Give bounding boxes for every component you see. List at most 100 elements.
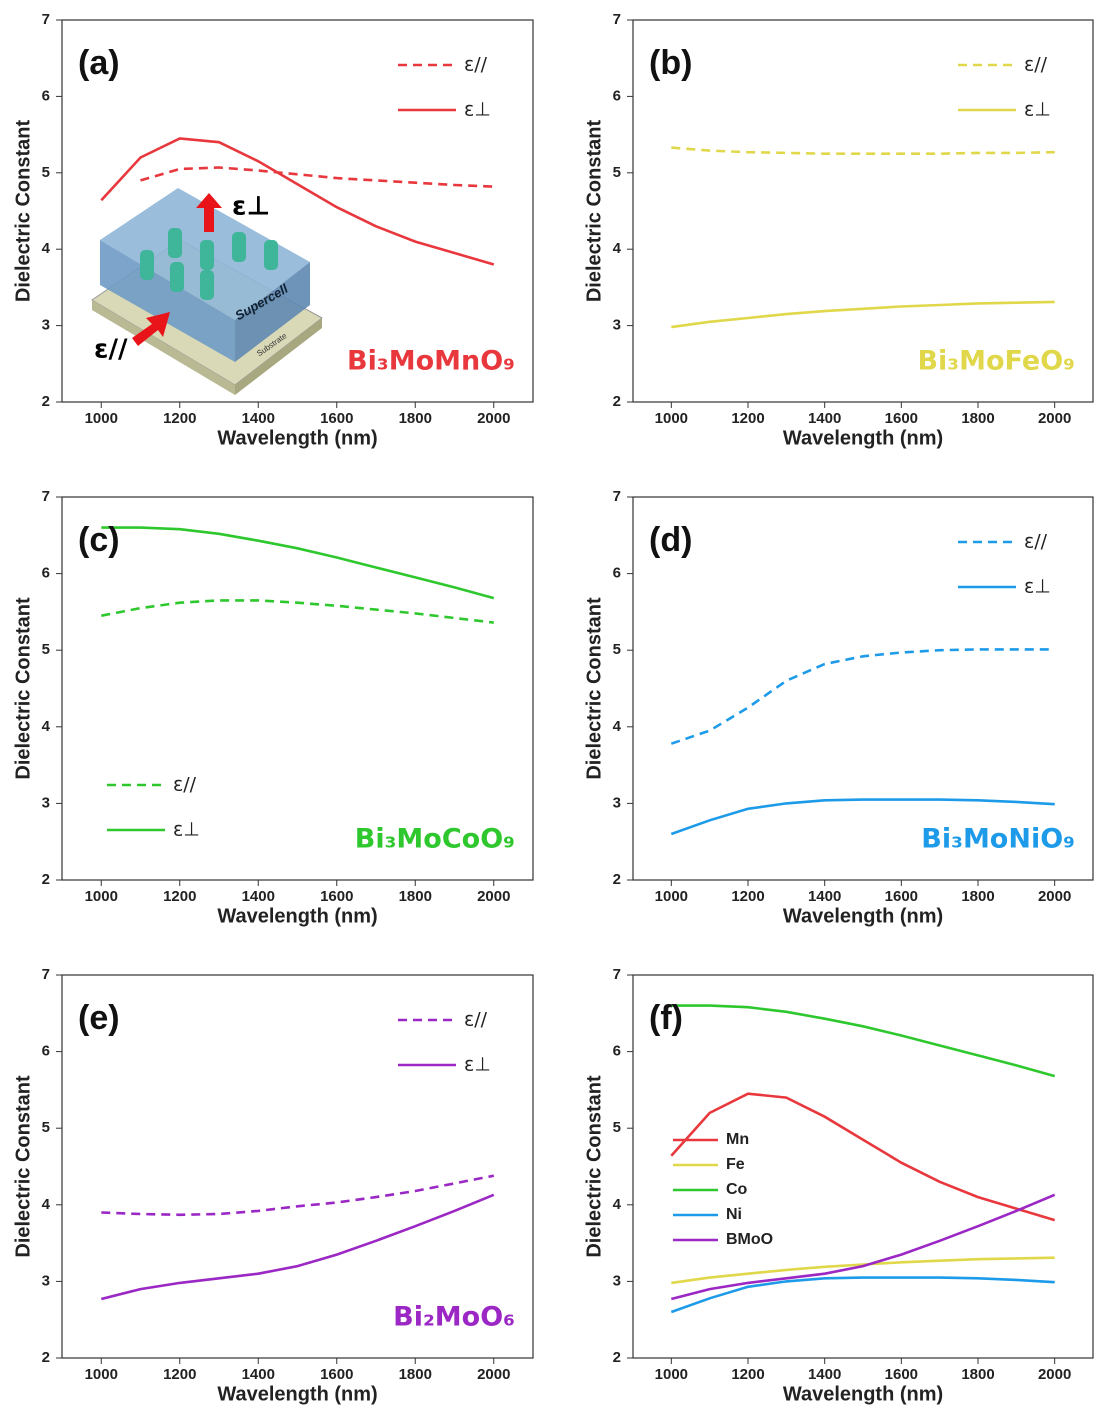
legend-label: ε// (1024, 531, 1048, 553)
y-tick-label: 3 (613, 1272, 621, 1289)
plot-frame (61, 974, 534, 1359)
y-tick-label: 5 (613, 1119, 621, 1136)
x-tick-label: 1200 (731, 1366, 764, 1383)
substrate-side (235, 318, 322, 395)
series-line (101, 599, 494, 624)
series-line (671, 146, 1055, 155)
x-tick-label: 1000 (85, 410, 118, 427)
y-tick-label: 3 (613, 794, 621, 811)
y-tick-label: 6 (42, 1043, 50, 1060)
series-line (670, 1193, 1056, 1301)
panel-label: (d) (649, 521, 692, 559)
x-tick-label: 1800 (961, 888, 994, 905)
x-tick-label: 1800 (399, 1366, 432, 1383)
inset-illustration: ε⊥ ε// Supercell Substrate (91, 188, 323, 395)
panel: 1000 1200 1400 1600 1800 2000 2 3 4 5 6 7 Wavelength… (12, 488, 534, 927)
x-axis-label: Wavelength (nm) (217, 1383, 377, 1405)
y-axis-label: Dielectric Constant (583, 597, 605, 780)
plot-frame (61, 19, 534, 403)
series-line (100, 137, 495, 266)
y-tick-label: 3 (42, 1272, 50, 1289)
x-tick-label: 1000 (655, 1366, 688, 1383)
series-line (671, 1256, 1055, 1285)
x-tick-label: 1000 (655, 888, 688, 905)
pillars (140, 228, 278, 300)
y-tick-label: 4 (613, 1196, 622, 1213)
x-tick-label: 1400 (808, 888, 841, 905)
legend-label: ε⊥ (464, 1054, 491, 1076)
y-tick-label: 2 (42, 1349, 50, 1366)
x-axis-label: Wavelength (nm) (783, 427, 943, 449)
material-label: Bi₃MoFeO₉ (917, 346, 1075, 377)
x-tick-label: 1000 (655, 410, 688, 427)
series-line (670, 798, 1055, 836)
plot-frame (632, 496, 1094, 881)
y-tick-label: 6 (613, 1043, 621, 1060)
y-axis-label: Dielectric Constant (583, 1075, 605, 1258)
y-tick-label: 4 (613, 718, 622, 735)
material-label: Bi₂MoO₆ (393, 1302, 515, 1333)
legend-label: ε⊥ (464, 99, 491, 121)
series-line (100, 1193, 495, 1301)
y-tick-label: 3 (42, 317, 50, 334)
x-tick-label: 1600 (885, 410, 918, 427)
x-tick-label: 2000 (1038, 410, 1071, 427)
x-tick-label: 1400 (808, 1366, 841, 1383)
y-tick-label: 5 (42, 1119, 50, 1136)
x-tick-label: 1200 (163, 410, 196, 427)
y-axis-label: Dielectric Constant (583, 120, 605, 303)
y-axis-label: Dielectric Constant (12, 1075, 34, 1258)
x-tick-label: 1600 (885, 888, 918, 905)
series-line (671, 300, 1055, 329)
x-tick-label: 2000 (477, 410, 510, 427)
x-tick-label: 1400 (808, 410, 841, 427)
panel: 1000 1200 1400 1600 1800 2000 2 3 4 5 6 7 Wavelength… (12, 966, 534, 1405)
panel: 1000 1200 1400 1600 1800 2000 2 3 4 5 6 7 Wavelength… (12, 11, 534, 449)
x-axis-label: Wavelength (nm) (217, 905, 377, 927)
x-tick-label: 1200 (731, 888, 764, 905)
y-tick-label: 2 (613, 871, 621, 888)
panel-label: (b) (649, 44, 692, 82)
panel-label: (a) (78, 44, 120, 82)
inset-label: ε// (94, 335, 128, 365)
panel-label: (c) (78, 521, 120, 559)
material-label: Bi₃MoMnO₉ (347, 346, 515, 377)
x-tick-label: 1000 (85, 1366, 118, 1383)
x-tick-label: 1200 (731, 410, 764, 427)
x-tick-label: 1400 (242, 1366, 275, 1383)
x-tick-label: 1600 (885, 1366, 918, 1383)
legend-label: ε// (1024, 54, 1048, 76)
x-tick-label: 1800 (399, 888, 432, 905)
y-tick-label: 4 (613, 240, 622, 257)
y-tick-label: 6 (613, 87, 621, 104)
y-tick-label: 4 (42, 718, 51, 735)
x-axis-label: Wavelength (nm) (783, 905, 943, 927)
material-label: Bi₃MoCoO₉ (355, 824, 515, 855)
panel-label: (f) (649, 999, 683, 1037)
x-tick-label: 1800 (399, 410, 432, 427)
y-tick-label: 3 (42, 794, 50, 811)
y-tick-label: 7 (42, 11, 50, 28)
x-tick-label: 1600 (320, 1366, 353, 1383)
arrow-perp (196, 193, 222, 232)
y-tick-label: 4 (42, 1196, 51, 1213)
panel-label: (e) (78, 999, 120, 1037)
supercell-side (235, 262, 310, 362)
y-tick-label: 7 (613, 966, 621, 983)
x-tick-label: 1000 (85, 888, 118, 905)
y-tick-label: 6 (42, 565, 50, 582)
x-tick-label: 2000 (1038, 888, 1071, 905)
arrow-par (132, 312, 170, 346)
panel: 1000 1200 1400 1600 1800 2000 2 3 4 5 6 7 Wavelength… (583, 966, 1094, 1405)
legend-label: Mn (726, 1131, 749, 1148)
panel: 1000 1200 1400 1600 1800 2000 2 3 4 5 6 7 Wavelength… (583, 11, 1094, 449)
y-tick-label: 5 (613, 164, 621, 181)
y-tick-label: 5 (42, 641, 50, 658)
series-line (670, 1276, 1055, 1314)
y-tick-label: 2 (613, 393, 621, 410)
x-tick-label: 1400 (242, 410, 275, 427)
legend-label: Co (726, 1181, 748, 1198)
y-tick-label: 5 (613, 641, 621, 658)
x-tick-label: 2000 (477, 1366, 510, 1383)
